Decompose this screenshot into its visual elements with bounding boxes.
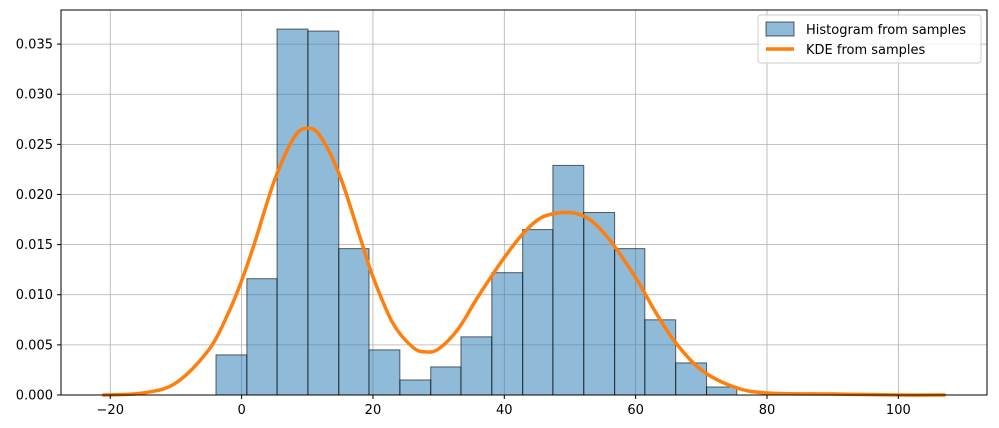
- x-tick-label: 0: [237, 403, 245, 418]
- x-tick-label: 100: [886, 403, 911, 418]
- x-tick-label: 20: [365, 403, 382, 418]
- y-tick-label: 0.005: [16, 338, 53, 353]
- histogram-bar: [706, 386, 738, 396]
- histogram-bar: [675, 362, 708, 396]
- y-tick-label: 0.025: [16, 138, 53, 153]
- legend-histogram-label: Histogram from samples: [806, 23, 966, 38]
- histogram-bar: [276, 28, 309, 396]
- y-tick-label: 0.010: [16, 288, 53, 303]
- kde-line: [101, 126, 947, 397]
- histogram-bar: [368, 349, 401, 396]
- histogram-bar: [246, 278, 278, 396]
- histogram-bar: [399, 379, 432, 396]
- x-tick-label: 60: [627, 403, 644, 418]
- histogram-bar: [552, 164, 585, 396]
- x-axis-ticks: −20 0 20 40 60 80 100: [97, 395, 911, 418]
- histogram-bar: [522, 229, 554, 396]
- x-tick-label: 80: [759, 403, 776, 418]
- legend-kde-label: KDE from samples: [806, 43, 926, 58]
- histogram-bar: [644, 319, 677, 396]
- y-tick-label: 0.015: [16, 238, 53, 253]
- histogram-bar: [583, 212, 616, 396]
- x-tick-label: 40: [496, 403, 513, 418]
- y-tick-label: 0.035: [16, 38, 53, 53]
- histogram-bar: [338, 248, 370, 396]
- histogram-bar: [430, 366, 462, 396]
- y-tick-label: 0.030: [16, 88, 53, 103]
- plot-frame: [60, 9, 988, 396]
- legend: Histogram from samples KDE from samples: [757, 14, 982, 64]
- y-axis-ticks: 0.000 0.005 0.010 0.015 0.020 0.025 0.030 0.035: [16, 38, 61, 404]
- histogram-bar: [215, 354, 248, 396]
- histogram-bar: [307, 30, 340, 396]
- histogram-bar: [460, 336, 493, 396]
- histogram-bars: [215, 28, 738, 396]
- x-tick-label: −20: [97, 403, 124, 418]
- legend-histogram-swatch: [765, 21, 795, 37]
- y-tick-label: 0.020: [16, 188, 53, 203]
- histogram-bar: [491, 272, 524, 396]
- legend-box: [757, 14, 982, 64]
- histogram-bar: [614, 248, 646, 396]
- y-tick-label: 0.000: [16, 389, 53, 404]
